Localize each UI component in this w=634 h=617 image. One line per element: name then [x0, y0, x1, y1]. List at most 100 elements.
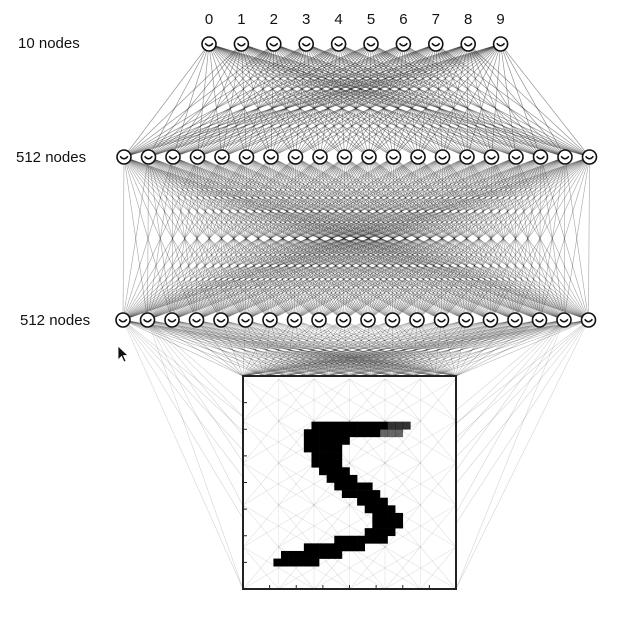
- hidden-layer-1-node: [336, 149, 353, 165]
- hidden-layer-1-node: [312, 149, 328, 165]
- connection-line: [491, 156, 516, 321]
- connection-line: [245, 156, 541, 321]
- connection-line: [435, 43, 541, 158]
- connection-line: [220, 319, 350, 377]
- connection-line: [171, 319, 308, 377]
- digit-pixel: [349, 482, 358, 491]
- hidden-layer-2-node: [262, 312, 278, 328]
- connection-line: [455, 319, 467, 377]
- connection-line: [368, 156, 442, 321]
- connection-line: [318, 156, 566, 321]
- connection-line: [246, 156, 442, 321]
- connection-line: [196, 319, 329, 377]
- connection-line: [196, 156, 198, 321]
- connection-line: [434, 319, 491, 377]
- connection-line: [269, 156, 370, 321]
- connection-line: [305, 43, 468, 158]
- connection-line: [285, 319, 320, 377]
- connection-line: [242, 319, 271, 377]
- node-activation-mark: [334, 42, 344, 47]
- connection-line: [122, 319, 435, 377]
- connection-line: [241, 43, 247, 158]
- connection-line: [413, 319, 442, 377]
- output-node: [233, 36, 250, 52]
- hidden-layer-1-node: [165, 149, 181, 165]
- connection-line: [242, 319, 246, 377]
- connection-line: [147, 319, 457, 377]
- connection-line: [269, 319, 435, 377]
- connection-line: [295, 156, 467, 321]
- connection-line: [349, 462, 421, 506]
- connection-line: [368, 156, 516, 321]
- connection-line: [305, 43, 345, 158]
- connection-line: [294, 319, 457, 377]
- node-activation-mark: [236, 42, 246, 47]
- connection-line: [392, 156, 517, 321]
- connection-line: [367, 156, 394, 321]
- connection-line: [318, 156, 590, 321]
- connection-line: [349, 319, 442, 377]
- connection-line: [328, 319, 491, 377]
- connection-line: [270, 156, 565, 321]
- connection-line: [270, 43, 436, 158]
- connection-line: [393, 43, 469, 158]
- connection-line: [490, 156, 590, 321]
- connection-line: [122, 156, 492, 321]
- connection-line: [220, 319, 414, 377]
- connection-line: [220, 156, 247, 321]
- connection-line: [384, 546, 421, 590]
- connection-line: [220, 156, 394, 321]
- node-activation-mark: [193, 155, 202, 160]
- connection-line: [294, 319, 329, 377]
- connection-line: [172, 156, 540, 321]
- connection-line: [171, 156, 443, 321]
- connection-line: [147, 156, 468, 321]
- connection-line: [455, 319, 589, 377]
- output-node: [460, 36, 477, 52]
- connection-line: [368, 43, 501, 158]
- connection-line: [147, 156, 419, 321]
- connection-line: [384, 546, 457, 590]
- digit-pixel: [334, 421, 343, 430]
- connection-line: [196, 156, 566, 321]
- connection-line: [197, 156, 418, 321]
- connection-line: [384, 504, 457, 548]
- connection-line: [122, 156, 149, 321]
- output-node: [330, 36, 347, 52]
- connection-line: [246, 156, 467, 321]
- connection-line: [270, 43, 372, 158]
- connection-line: [122, 156, 174, 321]
- hidden-layer-2-node: [531, 312, 548, 328]
- output-node: [395, 36, 412, 52]
- connection-line: [294, 156, 321, 321]
- node-activation-mark: [118, 318, 128, 323]
- connection-line: [148, 156, 295, 321]
- connection-line: [367, 319, 393, 377]
- digit-pixel: [319, 550, 327, 559]
- connection-line: [269, 156, 492, 321]
- digit-pixel: [387, 512, 396, 521]
- connection-line: [343, 156, 370, 321]
- connection-line: [384, 546, 421, 590]
- connection-line: [147, 156, 492, 321]
- connection-line: [208, 43, 468, 158]
- connection-line: [294, 156, 296, 321]
- connection-line: [313, 546, 386, 590]
- connection-line: [269, 156, 517, 321]
- digit-pixel: [311, 429, 320, 438]
- connection-line: [455, 319, 491, 377]
- connection-line: [270, 156, 393, 321]
- connection-line: [221, 156, 271, 321]
- connection-line: [294, 156, 541, 321]
- output-node: [201, 36, 217, 52]
- digit-pixel: [379, 520, 388, 529]
- connection-line: [172, 156, 565, 321]
- hidden1-to-output-connections: [123, 43, 590, 158]
- digit-pixel: [281, 558, 289, 567]
- connection-line: [393, 43, 501, 158]
- output-class-label: 3: [302, 11, 310, 28]
- connection-line: [196, 156, 492, 321]
- connection-line: [367, 319, 435, 377]
- connection-line: [413, 319, 540, 377]
- node-activation-mark: [487, 155, 496, 160]
